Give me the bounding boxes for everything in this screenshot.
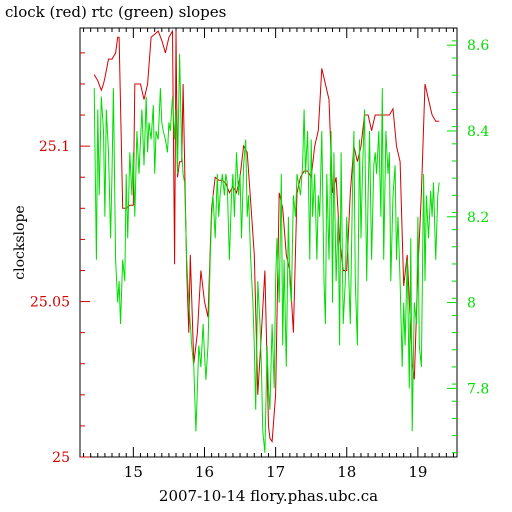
right-tick-label: 8 xyxy=(467,296,476,312)
left-tick-label: 25.1 xyxy=(39,139,70,155)
series-group xyxy=(93,29,440,453)
x-tick-label: 19 xyxy=(408,463,427,481)
x-tick-label: 17 xyxy=(266,463,285,481)
rtc-series-line xyxy=(93,53,440,453)
x-tick-label: 16 xyxy=(195,463,214,481)
right-tick-label: 8.4 xyxy=(467,124,489,140)
clock-series-line xyxy=(93,29,440,443)
x-axis-label: 2007-10-14 flory.phas.ubc.ca xyxy=(159,487,378,505)
y-axis-label: clockslope xyxy=(12,205,28,279)
chart-title: clock (red) rtc (green) slopes xyxy=(5,3,226,21)
x-tick-label: 15 xyxy=(124,463,143,481)
right-tick-label: 8.2 xyxy=(467,210,489,226)
x-tick-label: 18 xyxy=(337,463,356,481)
x-axis: 15 16 17 18 19 xyxy=(83,28,454,481)
left-tick-label: 25.05 xyxy=(30,295,70,311)
right-tick-label: 8.6 xyxy=(467,38,489,54)
right-tick-label: 7.8 xyxy=(467,381,489,397)
left-axis: 25 25.05 25.1 xyxy=(30,52,90,466)
left-tick-label: 25 xyxy=(52,450,70,466)
right-axis: 7.8 8 8.2 8.4 8.6 xyxy=(447,38,489,454)
